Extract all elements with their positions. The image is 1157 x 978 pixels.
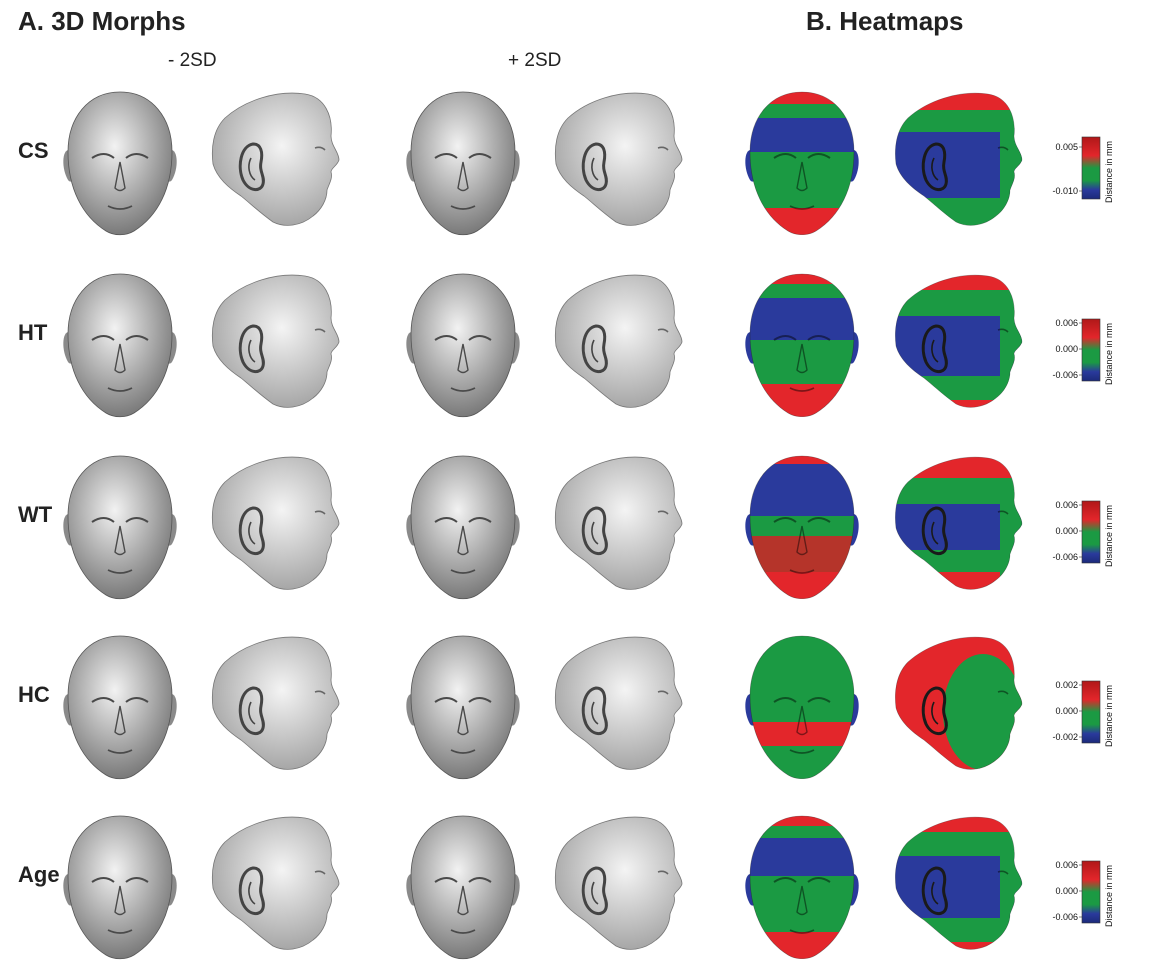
colorbar-gradient xyxy=(1081,136,1101,200)
colorbar-gradient xyxy=(1081,500,1101,564)
profile-face-heatmap xyxy=(895,92,1023,226)
panel-b-title: B. Heatmaps xyxy=(806,6,964,36)
row-label: WT xyxy=(18,502,53,527)
colorbar-tick-label: 0.000 xyxy=(1055,706,1078,716)
profile-face-morph xyxy=(211,92,340,226)
colorbar-unit-label: Distance in mm xyxy=(1104,323,1114,385)
colorbar-tick-label: 0.000 xyxy=(1055,526,1078,536)
heatmap-colorbar: 0.006 0.000 -0.006 Distance in mm xyxy=(1052,860,1114,927)
colorbar-tick-label: -0.006 xyxy=(1052,552,1078,562)
frontal-face-heatmap xyxy=(745,635,859,780)
colorbar-tick-label: 0.000 xyxy=(1055,886,1078,896)
colorbar-tick-label: 0.006 xyxy=(1055,860,1078,870)
colorbar-unit-label: Distance in mm xyxy=(1104,685,1114,747)
profile-face-heatmap xyxy=(895,636,1023,770)
profile-face-morph xyxy=(554,274,683,408)
heatmap-colorbar: 0.006 0.000 -0.006 Distance in mm xyxy=(1052,500,1114,567)
profile-face-morph xyxy=(554,456,683,590)
profile-face-morph xyxy=(211,456,340,590)
colorbar-tick-label: 0.006 xyxy=(1055,500,1078,510)
profile-face-morph xyxy=(211,816,340,950)
frontal-face-heatmap xyxy=(745,815,859,960)
heatmap-colorbar: 0.006 0.000 -0.006 Distance in mm xyxy=(1052,318,1114,385)
plus-2sd-header: + 2SD xyxy=(508,50,562,71)
colorbar-unit-label: Distance in mm xyxy=(1104,865,1114,927)
frontal-face-morph xyxy=(63,91,177,236)
heatmap-colorbar: 0.005 -0.010 Distance in mm xyxy=(1052,136,1114,203)
colorbar-tick-label: 0.000 xyxy=(1055,344,1078,354)
colorbar-tick-label: -0.002 xyxy=(1052,732,1078,742)
frontal-face-morph xyxy=(406,815,520,960)
profile-face-morph xyxy=(211,274,340,408)
frontal-face-morph xyxy=(63,455,177,600)
row-label: CS xyxy=(18,138,49,163)
colorbar-gradient xyxy=(1081,318,1101,382)
profile-face-heatmap xyxy=(895,274,1023,408)
profile-face-morph xyxy=(554,816,683,950)
colorbar-tick-label: -0.006 xyxy=(1052,912,1078,922)
colorbar-tick-label: 0.002 xyxy=(1055,680,1078,690)
colorbar-unit-label: Distance in mm xyxy=(1104,141,1114,203)
colorbar-tick-label: 0.005 xyxy=(1055,142,1078,152)
frontal-face-heatmap xyxy=(745,91,859,236)
colorbar-gradient xyxy=(1081,680,1101,744)
frontal-face-heatmap xyxy=(745,455,859,600)
colorbar-gradient xyxy=(1081,860,1101,924)
row-label: Age xyxy=(18,862,60,887)
colorbar-tick-label: -0.010 xyxy=(1052,186,1078,196)
frontal-face-morph xyxy=(406,91,520,236)
minus-2sd-header: - 2SD xyxy=(168,50,217,71)
profile-face-morph xyxy=(554,92,683,226)
profile-face-morph xyxy=(211,636,340,770)
colorbar-tick-label: -0.006 xyxy=(1052,370,1078,380)
frontal-face-morph xyxy=(406,273,520,418)
frontal-face-morph xyxy=(406,455,520,600)
panel-a-title: A. 3D Morphs xyxy=(18,6,186,36)
row-label: HT xyxy=(18,320,48,345)
profile-face-heatmap xyxy=(895,456,1023,590)
frontal-face-morph xyxy=(406,635,520,780)
frontal-face-morph xyxy=(63,635,177,780)
row-label: HC xyxy=(18,682,50,707)
frontal-face-heatmap xyxy=(745,273,859,418)
frontal-face-morph xyxy=(63,815,177,960)
profile-face-heatmap xyxy=(895,816,1023,950)
heatmap-colorbar: 0.002 0.000 -0.002 Distance in mm xyxy=(1052,680,1114,747)
frontal-face-morph xyxy=(63,273,177,418)
colorbar-tick-label: 0.006 xyxy=(1055,318,1078,328)
colorbar-unit-label: Distance in mm xyxy=(1104,505,1114,567)
profile-face-morph xyxy=(554,636,683,770)
